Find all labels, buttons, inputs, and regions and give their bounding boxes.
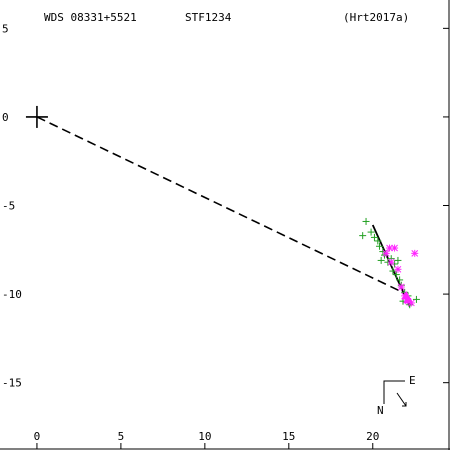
star-stroke-d2 xyxy=(394,265,402,273)
orbit-segment xyxy=(371,224,411,307)
historical-measurement-point xyxy=(367,228,375,236)
recent-measurement-point xyxy=(387,258,395,266)
discoverer-designation: STF1234 xyxy=(185,11,232,24)
historical-measurement-point xyxy=(394,256,402,264)
historical-measurement-point xyxy=(375,242,383,250)
star-stroke-d2 xyxy=(386,244,393,252)
historical-measurement-point xyxy=(362,217,370,225)
historical-measurement-point xyxy=(391,260,399,268)
primary-to-companion-dashed-line xyxy=(36,116,407,295)
compass-north-label: N xyxy=(377,404,384,417)
x-axis-ticks: 0 5 10 15 20 xyxy=(34,430,379,449)
compass-east-label: E xyxy=(409,374,416,387)
y-axis-ticks: 5 0 -5 -10 -15 xyxy=(2,22,449,390)
historical-measurement-point xyxy=(379,248,387,256)
compass-direction-arrow xyxy=(396,392,407,407)
predicted-position-line xyxy=(36,116,407,295)
y-tick-label: 5 xyxy=(2,22,9,35)
star-stroke-d2 xyxy=(391,244,398,252)
historical-measurement-point xyxy=(389,267,397,275)
x-tick-label: 10 xyxy=(198,430,211,443)
compass: E N xyxy=(377,374,416,417)
measurement-points xyxy=(359,217,420,309)
historical-measurement-point xyxy=(370,233,378,241)
historical-measurement-point xyxy=(392,271,400,279)
star-stroke-d2 xyxy=(411,249,419,257)
recent-measurement-point xyxy=(397,283,405,291)
compass-arrowhead xyxy=(402,402,407,407)
historical-measurement-point xyxy=(359,232,367,240)
historical-measurement-point xyxy=(374,237,382,245)
recent-measurement-point xyxy=(391,244,399,252)
reference-code: (Hrt2017a) xyxy=(343,11,409,24)
wds-designation: WDS 08331+5521 xyxy=(44,11,137,24)
historical-measurement-point xyxy=(412,295,420,303)
star-stroke-d2 xyxy=(382,249,390,257)
star-stroke-d2 xyxy=(387,258,395,266)
x-tick-label: 15 xyxy=(282,430,295,443)
compass-axes xyxy=(383,380,405,404)
recent-measurement-point xyxy=(394,265,402,273)
x-tick-label: 0 xyxy=(34,430,41,443)
star-stroke-d2 xyxy=(397,283,405,291)
x-tick-label: 20 xyxy=(366,430,379,443)
y-tick-label: 0 xyxy=(2,111,9,124)
recent-measurement-point xyxy=(411,249,419,257)
y-tick-label: -5 xyxy=(2,200,15,213)
y-tick-label: -15 xyxy=(2,377,22,390)
historical-measurement-point xyxy=(377,256,385,264)
latest-measurement-point xyxy=(403,294,413,304)
historical-measurement-point xyxy=(396,276,404,284)
recent-measurement-point xyxy=(382,249,390,257)
y-tick-label: -10 xyxy=(2,288,22,301)
x-tick-label: 5 xyxy=(118,430,125,443)
orbit-line xyxy=(371,224,411,307)
